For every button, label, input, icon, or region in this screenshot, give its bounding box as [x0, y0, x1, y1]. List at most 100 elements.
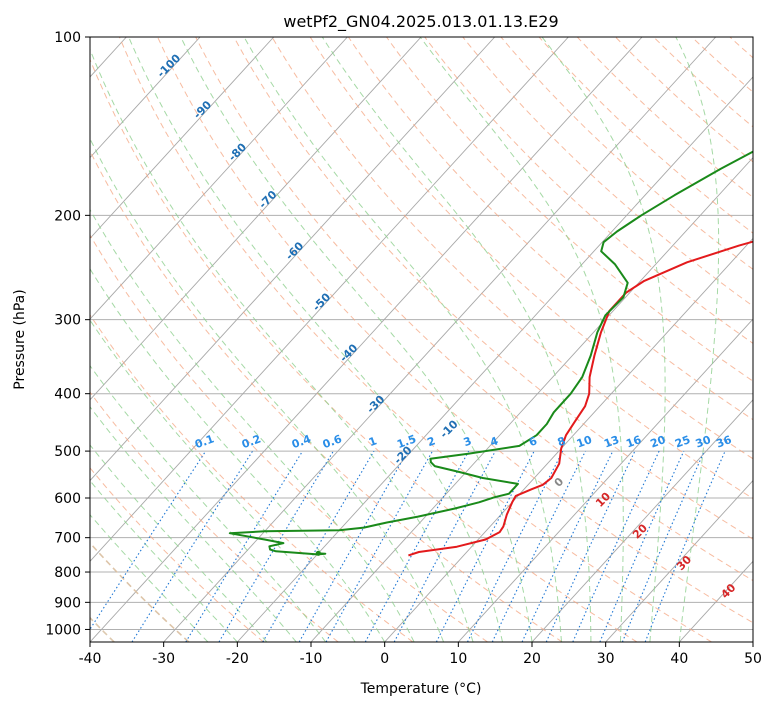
- moist-adiabat-line: [90, 319, 356, 642]
- mixing-ratio-label: 0.2: [240, 432, 263, 451]
- isotherm-label: -50: [310, 290, 333, 313]
- dry-adiabat-line: [462, 37, 753, 307]
- curve-labels-layer: 0.1 0.2 0.4 0.6 1 1.5 2 3 4 6 8 10 13 16 20 25 30 36-100-…: [155, 51, 739, 601]
- mixing-ratio-label: 0.4: [290, 432, 313, 451]
- dry-adiabat-line: [90, 542, 190, 642]
- moist-adiabat-line: [90, 48, 474, 642]
- moist-adiabat-line: [541, 37, 666, 642]
- moist-adiabat-line: [90, 444, 268, 642]
- dry-adiabat-line: [195, 37, 753, 582]
- mixing-ratio-line: [572, 450, 660, 642]
- dry-adiabat-line: [157, 37, 753, 624]
- y-tick-label: 500: [54, 444, 81, 460]
- x-tick-label: 30: [597, 651, 615, 667]
- temperature-profile-line: [408, 240, 753, 557]
- mixing-ratio-label: 3: [462, 434, 474, 449]
- dry-adiabat-line: [90, 541, 190, 642]
- moist-adiabat-line: [90, 364, 327, 642]
- moist-adiabat-line: [128, 37, 503, 642]
- x-tick-label: -10: [300, 651, 323, 667]
- mixing-ratio-label: 2: [426, 434, 438, 449]
- isotherm-line: [163, 37, 717, 642]
- mixing-ratio-label: 6: [527, 434, 539, 449]
- isotherm-line: [90, 37, 422, 401]
- mixing-ratio-label: 30: [694, 433, 713, 451]
- isotherm-line: [384, 237, 753, 642]
- y-tick-label: 1000: [45, 622, 81, 638]
- mixing-ratio-label: 0.1: [193, 432, 216, 451]
- mixing-ratio-label: 20: [649, 433, 668, 451]
- y-tick-label: 900: [54, 595, 81, 611]
- moist-adiabat-label: 0: [552, 475, 567, 490]
- isotherm-line: [531, 399, 753, 642]
- dry-adiabat-line: [90, 391, 339, 642]
- isotherm-line: [605, 479, 753, 642]
- x-tick-label: 10: [449, 651, 467, 667]
- y-tick-label: 300: [54, 313, 81, 329]
- moist-adiabat-label: 20: [630, 521, 650, 541]
- y-tick-label: 800: [54, 565, 81, 581]
- x-tick-label: 40: [670, 651, 688, 667]
- isotherm-line: [90, 37, 496, 482]
- dry-adiabat-line: [90, 314, 414, 642]
- mixing-ratio-line: [393, 450, 496, 642]
- axes-layer: -40 -30 -20 -10 0 10 20 30 40 5010020030040050060…: [45, 30, 762, 667]
- mixing-ratio-line: [131, 450, 254, 642]
- dewpoint-marker: [315, 550, 321, 556]
- isotherm-line: [90, 37, 643, 642]
- isotherm-label: -70: [256, 188, 279, 211]
- isotherm-label: -80: [226, 140, 249, 163]
- isotherm-line: [237, 76, 753, 642]
- dry-adiabat-line: [386, 37, 753, 382]
- x-tick-label: -20: [226, 651, 249, 667]
- mixing-ratio-line: [262, 450, 375, 642]
- mixing-ratio-line: [599, 450, 685, 642]
- isotherm-line: [90, 37, 569, 562]
- isotherm-line: [90, 37, 348, 320]
- mixing-ratio-line: [298, 450, 409, 642]
- mixing-ratio-line: [325, 450, 433, 642]
- mixing-ratio-label: 0.6: [321, 432, 344, 451]
- dry-adiabat-line: [90, 467, 264, 642]
- dry-adiabat-line: [538, 37, 753, 234]
- mixing-ratio-label: 36: [714, 433, 733, 451]
- dry-adiabat-line: [729, 37, 753, 59]
- dry-adiabat-line: [424, 37, 753, 344]
- y-tick-label: 200: [54, 208, 81, 224]
- x-axis-label: Temperature (°C): [360, 681, 482, 697]
- mixing-ratio-label: 16: [624, 433, 643, 451]
- mixing-ratio-label: 10: [575, 433, 594, 451]
- x-tick-label: 50: [744, 651, 762, 667]
- moist-adiabat-label: 40: [718, 581, 738, 601]
- dry-adiabat-line: [90, 149, 563, 642]
- dewpoint-profile-line: [228, 150, 753, 556]
- isotherm-line: [90, 37, 201, 159]
- y-tick-label: 400: [54, 387, 81, 403]
- moist-adiabat-line: [90, 479, 238, 642]
- y-tick-label: 700: [54, 531, 81, 547]
- moist-adiabat-line: [90, 406, 297, 642]
- chart-title: wetPf2_GN04.2025.013.01.13.E29: [283, 12, 558, 32]
- isotherm-line: [90, 37, 275, 240]
- dry-adiabat-line: [768, 37, 775, 642]
- mixing-ratio-label: 1.5: [395, 432, 418, 451]
- moist-adiabat-label: 30: [674, 553, 694, 573]
- mixing-ratio-label: 8: [556, 434, 568, 449]
- x-tick-label: -40: [79, 651, 102, 667]
- isotherm-label: -30: [364, 393, 387, 416]
- dry-adiabat-line: [615, 37, 753, 163]
- mixing-ratio-line: [545, 450, 636, 642]
- mixing-ratio-label: 1: [367, 434, 379, 449]
- isotherm-label: -100: [155, 51, 184, 80]
- profile-layer: [228, 150, 753, 557]
- dry-adiabat-line: [347, 37, 753, 421]
- dry-adiabat-line: [233, 37, 753, 540]
- moist-adiabat-line: [90, 267, 386, 642]
- y-axis-label: Pressure (hPa): [12, 289, 28, 389]
- y-tick-label: 600: [54, 491, 81, 507]
- moist-adiabat-label: 10: [593, 490, 613, 510]
- plot-frame: [89, 36, 754, 643]
- mixing-ratio-line: [364, 450, 470, 642]
- mixing-ratio-label: 13: [602, 433, 621, 450]
